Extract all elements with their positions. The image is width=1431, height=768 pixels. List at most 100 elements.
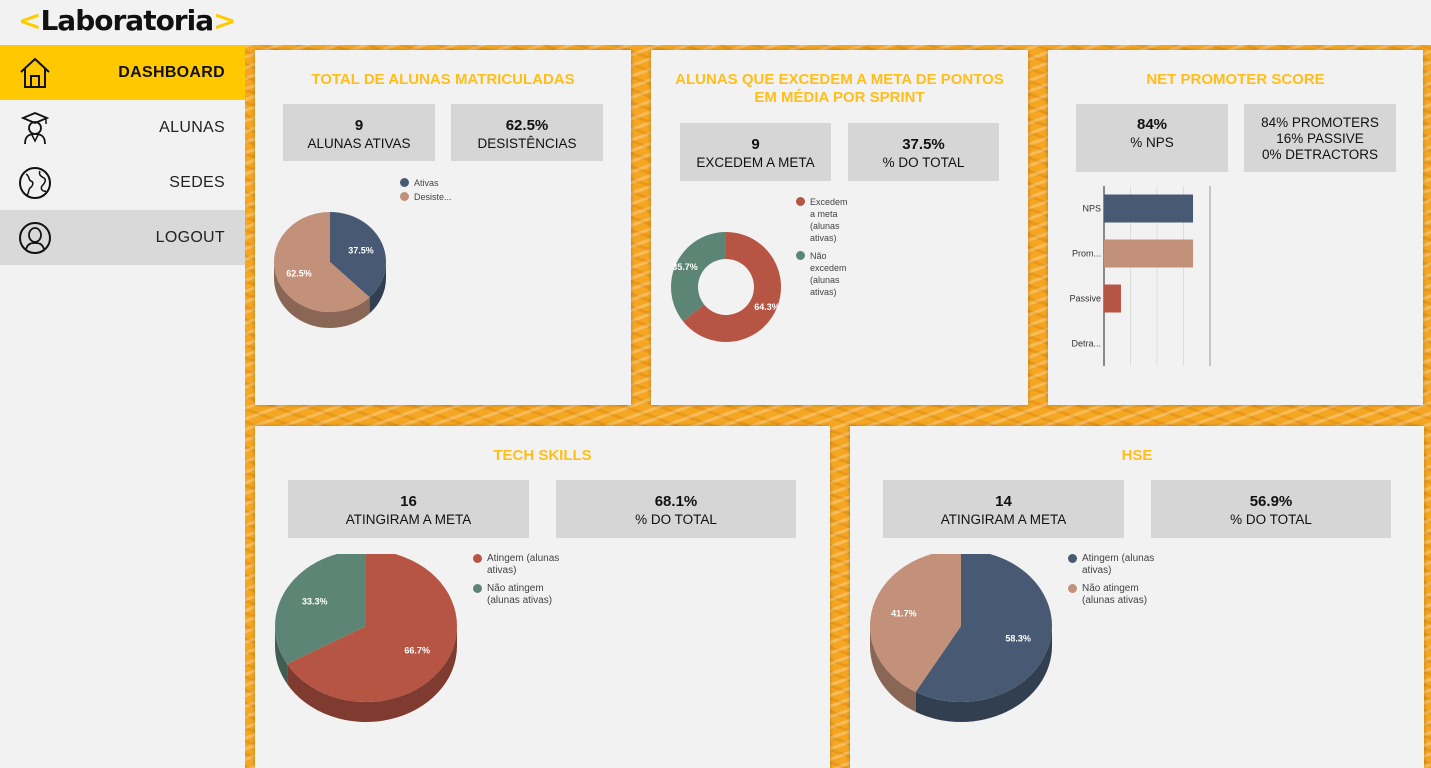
pie-slice[interactable] xyxy=(330,212,386,298)
pie-slice-side xyxy=(274,262,370,328)
donut-chart-meta-pontos[interactable]: 64.3% 35.7% xyxy=(651,220,801,355)
legend-line: Atingem (alunas xyxy=(1082,553,1155,564)
stat-pct-total: 56.9% % DO TOTAL xyxy=(1151,480,1391,538)
donut-slice[interactable] xyxy=(671,232,726,322)
stat-value: 14 xyxy=(995,493,1012,510)
legend-item[interactable]: Atingem (alunas ativas) xyxy=(473,553,559,577)
card-net-promoter-score: NET PROMOTER SCORE 84% % NPS 84% PROMOTE… xyxy=(1048,50,1423,405)
donut-slice[interactable] xyxy=(682,232,781,342)
sidebar-item-sedes[interactable]: SEDES xyxy=(0,155,245,210)
stat-desistencias: 62.5% DESISTÊNCIAS xyxy=(451,104,603,161)
legend-line: excedem xyxy=(810,263,847,273)
card-meta-pontos: ALUNAS QUE EXCEDEM A META DE PONTOS EM M… xyxy=(651,50,1028,405)
pie-chart-tech-skills[interactable]: 66.7% 33.3% xyxy=(265,554,480,729)
legend-swatch xyxy=(400,192,409,201)
legend-item[interactable]: Excedem a meta (alunas ativas) xyxy=(796,196,848,244)
legend-line: (alunas xyxy=(810,221,840,231)
pie-slice-side xyxy=(287,626,457,722)
chart-legend: Excedem a meta (alunas ativas) Não excedem (a… xyxy=(796,196,848,300)
stat-line-detractors: 0% DETRACTORS xyxy=(1261,147,1379,162)
stat-label: % DO TOTAL xyxy=(1230,512,1312,527)
legend-item[interactable]: Não atingem (alunas ativas) xyxy=(473,583,559,607)
pie-slice-side xyxy=(369,262,386,314)
legend-swatch xyxy=(473,554,482,563)
card-total-matriculadas: TOTAL DE ALUNAS MATRICULADAS 9 ALUNAS AT… xyxy=(255,50,631,405)
stat-value: 84% xyxy=(1136,116,1168,133)
top-bar: < Laboratoria > xyxy=(0,0,1431,45)
pie-data-label: 41.7% xyxy=(891,608,917,618)
legend-line: Atingem (alunas xyxy=(487,553,560,564)
stat-value: 62.5% xyxy=(505,117,549,134)
stat-label: ALUNAS ATIVAS xyxy=(307,136,411,151)
graduate-icon xyxy=(20,112,50,145)
laboratoria-logo[interactable]: < Laboratoria > xyxy=(18,4,237,37)
legend-label: Atingem (alunas ativas) xyxy=(1082,553,1154,577)
stat-label: % DO TOTAL xyxy=(882,155,965,170)
pie-chart-hse[interactable]: 58.3% 41.7% xyxy=(860,554,1075,729)
legend-item[interactable]: Ativas xyxy=(400,177,452,189)
legend-line: (alunas ativas) xyxy=(1082,595,1148,606)
stat-excedem-meta: 9 EXCEDEM A META xyxy=(680,123,831,181)
sidebar-item-dashboard[interactable]: DASHBOARD xyxy=(0,45,245,100)
nps-bar[interactable] xyxy=(1104,284,1121,313)
stat-alunas-ativas: 9 ALUNAS ATIVAS xyxy=(283,104,435,161)
sidebar-item-alunas[interactable]: ALUNAS xyxy=(0,100,245,155)
pie-chart-matriculadas[interactable]: 37.5% 62.5% xyxy=(255,200,415,330)
legend-label: Não atingem (alunas ativas) xyxy=(1082,583,1147,607)
stat-label: ATINGIRAM A META xyxy=(940,512,1067,527)
logo-text: Laboratoria xyxy=(40,4,214,37)
legend-item[interactable]: Atingem (alunas ativas) xyxy=(1068,553,1154,577)
legend-label: Não atingem (alunas ativas) xyxy=(487,583,552,607)
stat-pct-total: 37.5% % DO TOTAL xyxy=(848,123,999,181)
legend-swatch xyxy=(1068,584,1077,593)
home-icon xyxy=(20,57,50,88)
card-hse: HSE 14 ATINGIRAM A META 56.9% % DO TOTAL… xyxy=(850,426,1424,768)
stat-label: % DO TOTAL xyxy=(635,512,717,527)
legend-label: Atingem (alunas ativas) xyxy=(487,553,559,577)
legend-line: ativas) xyxy=(1082,565,1112,576)
pie-slice[interactable] xyxy=(287,554,458,702)
stat-atingiram-meta: 14 ATINGIRAM A META xyxy=(883,480,1124,538)
legend-line: ativas) xyxy=(810,233,837,243)
legend-swatch xyxy=(1068,554,1077,563)
pie-slice-side xyxy=(275,626,288,684)
stat-value: 9 xyxy=(751,136,760,153)
pie-slice[interactable] xyxy=(870,554,961,692)
logo-right-chevron: > xyxy=(213,4,236,37)
legend-item[interactable]: Desiste... xyxy=(400,191,452,203)
card-title-line1: ALUNAS QUE EXCEDEM A META DE PONTOS xyxy=(675,71,1004,88)
legend-swatch xyxy=(400,178,409,187)
stat-label: ATINGIRAM A META xyxy=(345,512,472,527)
legend-line: Não atingem xyxy=(487,583,544,594)
globe-icon xyxy=(19,167,51,199)
card-title: HSE xyxy=(1121,447,1153,464)
legend-swatch xyxy=(473,584,482,593)
legend-label: Não excedem (alunas ativas) xyxy=(810,250,847,298)
stat-nps: 84% % NPS xyxy=(1076,104,1228,172)
donut-data-label: 64.3% xyxy=(754,302,780,312)
pie-slice[interactable] xyxy=(275,554,366,664)
nps-bar[interactable] xyxy=(1104,194,1194,223)
pie-slice[interactable] xyxy=(274,212,370,312)
donut-data-label: 35.7% xyxy=(672,262,698,272)
stat-atingiram-meta: 16 ATINGIRAM A META xyxy=(288,480,529,538)
chart-legend: Ativas Desiste... xyxy=(400,177,452,205)
nps-bar[interactable] xyxy=(1104,239,1194,268)
legend-label: Ativas xyxy=(414,178,439,188)
pie-slice-side xyxy=(915,626,1052,722)
stat-value: 16 xyxy=(400,493,417,510)
stat-line-promoters: 84% PROMOTERS xyxy=(1261,115,1379,130)
pie-data-label: 37.5% xyxy=(348,246,374,256)
legend-line: Não atingem xyxy=(1082,583,1139,594)
pie-slice[interactable] xyxy=(915,554,1053,702)
user-circle-icon xyxy=(19,222,51,254)
legend-item[interactable]: Não excedem (alunas ativas) xyxy=(796,250,848,298)
bar-chart-nps[interactable]: NPS Prom... Passive Detra... xyxy=(1048,180,1248,370)
legend-item[interactable]: Não atingem (alunas ativas) xyxy=(1068,583,1154,607)
legend-line: a meta xyxy=(810,209,838,219)
legend-line: ativas) xyxy=(487,565,517,576)
logo-left-chevron: < xyxy=(18,4,41,37)
stat-value: 9 xyxy=(354,117,364,134)
sidebar-item-logout[interactable]: LOGOUT xyxy=(0,210,245,265)
legend-line: Excedem xyxy=(810,197,848,207)
